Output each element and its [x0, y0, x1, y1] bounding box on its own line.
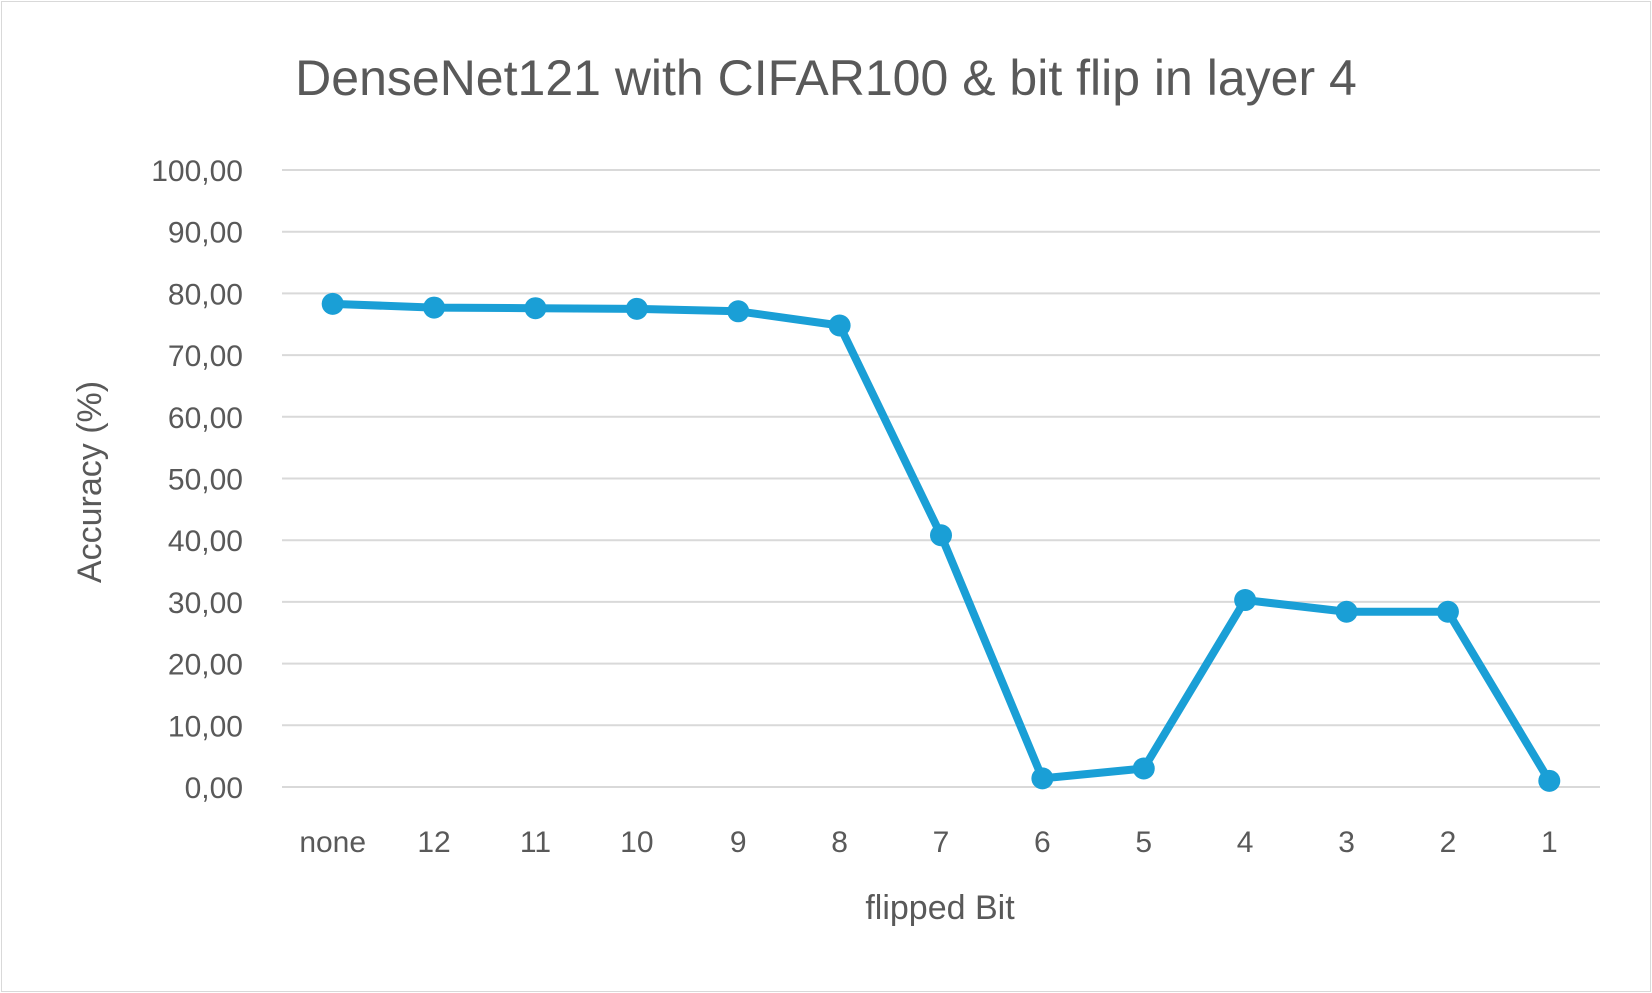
data-point	[1335, 600, 1358, 623]
y-axis-title: Accuracy (%)	[71, 381, 109, 583]
x-tick-labels: none 12 11 10 9 8 7 6 5 4 3 2 1	[299, 826, 1557, 859]
data-point	[930, 524, 952, 547]
x-tick-label: 7	[933, 826, 950, 859]
chart-title: DenseNet121 with CIFAR100 & bit flip in …	[295, 50, 1357, 106]
data-point	[828, 314, 851, 337]
data-point	[321, 292, 344, 315]
data-point	[1132, 757, 1155, 780]
x-tick-label: 12	[417, 826, 450, 859]
x-tick-label: 3	[1338, 826, 1355, 859]
y-tick-label: 10,00	[168, 710, 243, 743]
x-tick-label: 10	[620, 826, 653, 859]
x-tick-label: 6	[1034, 826, 1051, 859]
data-point	[423, 296, 446, 319]
x-tick-label: 1	[1541, 826, 1558, 859]
y-tick-label: 100,00	[151, 155, 243, 188]
x-axis-title: flipped Bit	[865, 889, 1015, 927]
y-tick-label: 30,00	[168, 587, 243, 620]
data-point	[1436, 600, 1459, 623]
x-tick-label: 4	[1237, 826, 1254, 859]
data-point	[1234, 589, 1257, 612]
x-tick-label: none	[299, 826, 366, 859]
data-point	[625, 297, 648, 320]
y-tick-label: 0,00	[185, 772, 243, 805]
x-tick-label: 11	[520, 826, 551, 859]
x-tick-label: 5	[1135, 826, 1152, 859]
x-tick-label: 9	[730, 826, 747, 859]
gridlines	[282, 169, 1600, 788]
series-layer	[321, 292, 1561, 792]
data-point	[1031, 767, 1054, 790]
x-tick-label: 8	[831, 826, 848, 859]
y-tick-label: 50,00	[168, 464, 243, 497]
y-tick-label: 60,00	[168, 402, 243, 435]
data-point	[524, 297, 547, 320]
y-tick-labels: 0,00 10,00 20,00 30,00 40,00 50,00 60,00 70,00 8…	[151, 155, 243, 805]
y-tick-label: 80,00	[168, 278, 243, 311]
y-tick-label: 70,00	[168, 340, 243, 373]
x-tick-label: 2	[1440, 826, 1457, 859]
data-point	[727, 300, 750, 323]
y-tick-label: 40,00	[168, 525, 243, 558]
y-tick-label: 90,00	[168, 217, 243, 250]
data-point	[1538, 769, 1561, 792]
y-tick-label: 20,00	[168, 649, 243, 682]
